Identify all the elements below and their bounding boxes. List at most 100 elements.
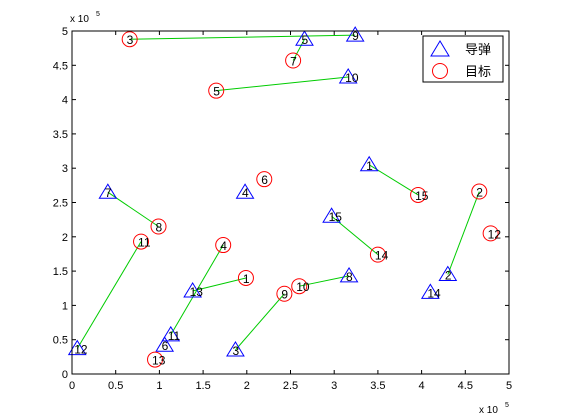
target-circle-icon <box>215 237 232 254</box>
target-label: 12 <box>488 227 502 241</box>
x-tick-label: 1.5 <box>195 380 210 392</box>
x-tick-label: 2.5 <box>283 380 298 392</box>
missile-point: 7 <box>98 183 118 200</box>
legend-target-label: 目标 <box>465 64 491 79</box>
target-label: 7 <box>290 54 297 68</box>
target-label: 10 <box>296 280 310 294</box>
target-label: 14 <box>375 249 389 263</box>
missile-label: 13 <box>190 285 204 299</box>
missile-point: 14 <box>420 283 441 300</box>
missile-triangle-icon <box>359 155 379 172</box>
missile-label: 1 <box>366 159 373 173</box>
assignment-line <box>299 275 350 287</box>
missile-point: 2 <box>438 265 458 283</box>
assignment-line <box>235 293 285 351</box>
target-circle-icon <box>150 218 167 235</box>
legend-box <box>422 35 504 83</box>
target-circle-icon <box>369 246 386 263</box>
target-point: 9 <box>276 285 293 302</box>
target-point: 3 <box>121 31 138 48</box>
missile-label: 11 <box>168 329 181 343</box>
target-label: 1 <box>243 272 250 286</box>
missile-point: 15 <box>322 207 342 224</box>
missile-triangle-icon <box>98 183 118 199</box>
missile-triangle-icon <box>183 282 203 298</box>
y-tick-label: 2.5 <box>53 198 68 210</box>
y-tick-label: 2 <box>62 232 68 244</box>
missile-label: 6 <box>162 339 169 353</box>
target-point: 14 <box>369 246 389 263</box>
missile-point: 6 <box>155 336 175 353</box>
missile-point: 13 <box>183 282 204 299</box>
x-exponent-text: x 10 <box>479 405 498 416</box>
missile-label: 5 <box>301 33 308 47</box>
missile-point: 9 <box>345 26 365 43</box>
target-label: 8 <box>156 221 163 235</box>
y-exponent-text: x 10 <box>70 14 89 25</box>
target-circle-icon <box>471 183 488 200</box>
x-tick-label: 5 <box>506 380 512 392</box>
missile-triangle-icon <box>345 26 365 42</box>
missile-triangle-icon <box>338 67 358 84</box>
legend: 导弹 目标 <box>422 35 504 83</box>
missile-triangle-icon <box>235 183 255 199</box>
missile-label: 8 <box>346 270 353 284</box>
target-point: 8 <box>150 218 167 235</box>
missile-triangle-icon <box>67 339 87 356</box>
y-tick-label: 4 <box>62 95 68 107</box>
target-circle-icon <box>147 351 164 368</box>
target-point: 12 <box>482 225 502 242</box>
x-tick-label: 4 <box>419 380 425 392</box>
target-circle-icon <box>256 171 273 188</box>
target-label: 6 <box>261 173 268 187</box>
missile-triangle-icon <box>438 265 458 282</box>
target-label: 13 <box>152 354 166 368</box>
y-exponent-label: x 10 5 <box>70 11 100 25</box>
missile-triangle-icon <box>155 336 175 352</box>
missile-point: 5 <box>295 30 314 47</box>
missile-triangle-icon <box>295 30 314 46</box>
target-label: 9 <box>281 288 288 302</box>
target-circle-icon <box>276 285 293 302</box>
target-label: 11 <box>138 236 151 250</box>
target-circle-icon <box>121 31 138 48</box>
target-label: 5 <box>213 85 220 99</box>
y-tick-label: 0 <box>62 369 68 381</box>
target-point: 5 <box>208 82 225 99</box>
target-circle-icon <box>133 233 150 250</box>
y-tick-label: 3 <box>62 163 68 175</box>
y-exponent-power: 5 <box>96 11 100 18</box>
target-circle-icon <box>208 82 225 99</box>
missile-label: 14 <box>427 286 441 300</box>
missile-triangle-icon <box>322 207 341 223</box>
target-point: 2 <box>471 183 488 200</box>
x-tick-label: 3 <box>331 380 337 392</box>
x-tick-label: 2 <box>244 380 250 392</box>
axis-ticks: 0 0.5 1 1.5 2 2.5 3 3.5 4 4.5 5 0 0.5 1 1.5 2 2.5 3 3.5 4 4.… <box>53 26 512 392</box>
target-circle-icon <box>291 278 308 295</box>
y-tick-label: 0.5 <box>53 335 68 347</box>
target-point: 15 <box>410 186 429 203</box>
target-circle-icon <box>410 186 427 203</box>
assignment-line <box>216 76 349 92</box>
assignment-line <box>76 241 142 349</box>
missile-label: 2 <box>445 269 452 283</box>
x-tick-label: 0 <box>69 380 75 392</box>
target-point: 6 <box>256 171 273 188</box>
legend-missile-triangle-icon <box>430 40 450 57</box>
missile-point: 1 <box>359 155 379 173</box>
x-tick-label: 3.5 <box>370 380 385 392</box>
x-exponent-power: 5 <box>505 402 509 409</box>
y-tick-label: 5 <box>62 26 68 38</box>
target-circle-icon <box>237 269 254 286</box>
x-tick-label: 4.5 <box>458 380 473 392</box>
target-circle-icon <box>285 52 302 69</box>
target-label: 2 <box>476 186 483 200</box>
missile-triangle-icon <box>339 266 359 283</box>
y-tick-label: 3.5 <box>53 129 68 141</box>
missile-label: 3 <box>232 344 239 358</box>
x-tick-label: 1 <box>156 380 162 392</box>
target-point: 4 <box>215 237 232 254</box>
